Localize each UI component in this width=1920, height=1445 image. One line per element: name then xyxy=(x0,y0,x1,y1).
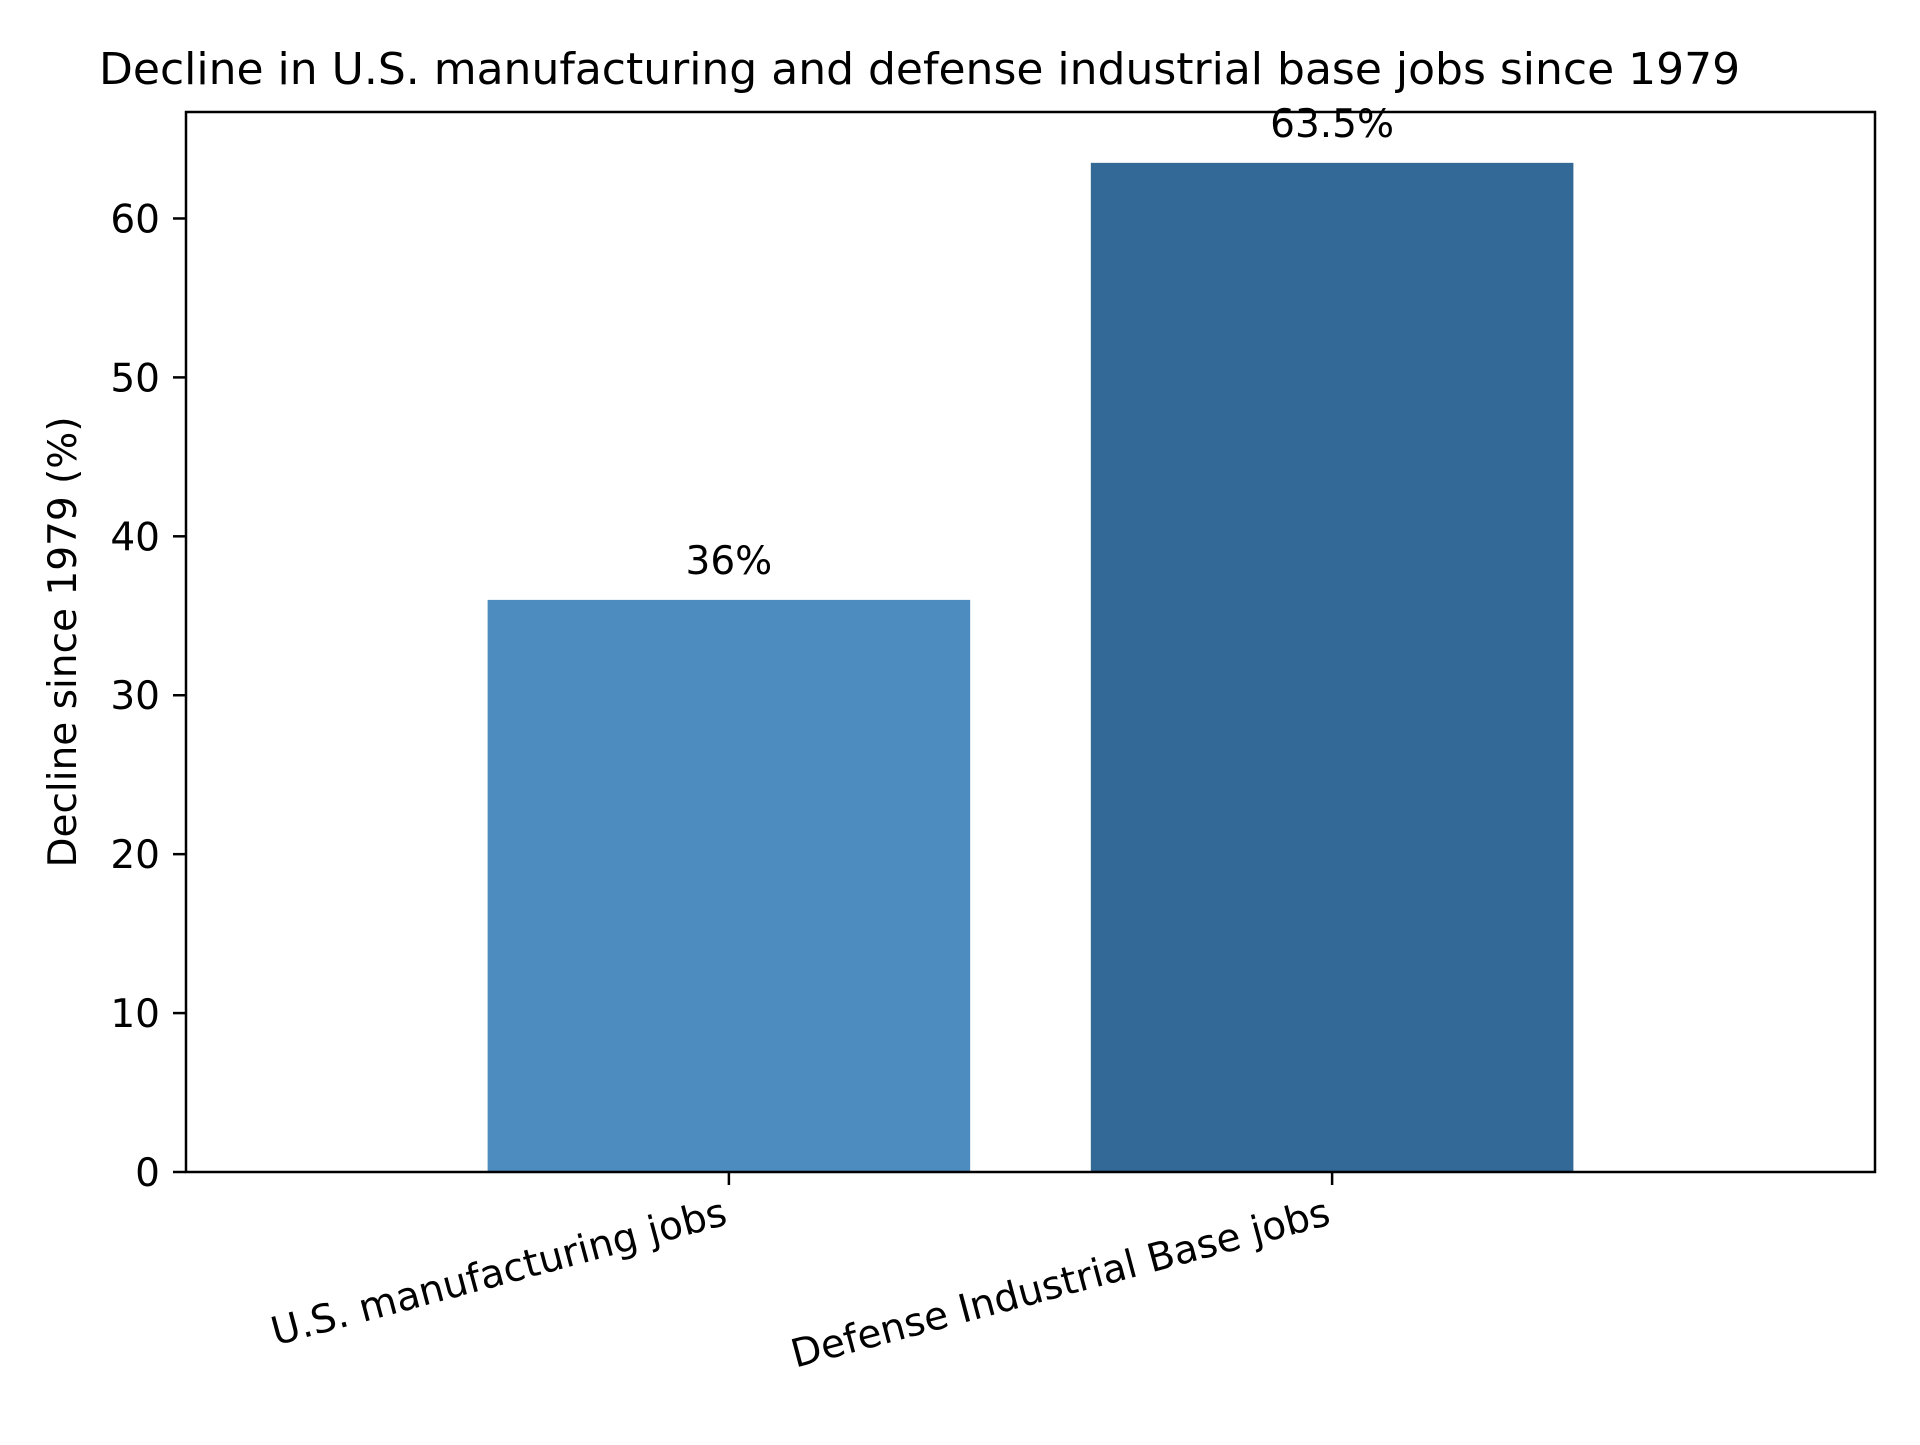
x-tick-label-0: U.S. manufacturing jobs xyxy=(266,1190,731,1355)
value-label-1: 63.5% xyxy=(1270,102,1394,147)
bar-1 xyxy=(1090,162,1574,1173)
plot-frame xyxy=(184,110,1877,1174)
bar-0 xyxy=(487,599,971,1172)
value-labels-group: 36% 63.5% xyxy=(686,102,1395,584)
y-tick-label-0: 0 xyxy=(135,1151,160,1196)
y-tick-label-2: 20 xyxy=(110,833,160,878)
y-tick-label-3: 30 xyxy=(110,674,160,719)
x-ticks-group: U.S. manufacturing jobs Defense Industria… xyxy=(266,1172,1335,1377)
y-tick-label-6: 60 xyxy=(110,197,160,242)
y-tick-label-4: 40 xyxy=(110,515,160,560)
y-axis-label: Decline since 1979 (%) xyxy=(41,416,86,867)
y-tick-label-5: 50 xyxy=(110,356,160,401)
x-tick-label-1: Defense Industrial Base jobs xyxy=(786,1190,1334,1377)
value-label-0: 36% xyxy=(686,539,773,584)
y-ticks-group: 0 10 20 30 40 50 60 xyxy=(110,197,186,1196)
bars-group xyxy=(487,162,1574,1173)
y-tick-label-1: 10 xyxy=(110,992,160,1037)
chart-title: Decline in U.S. manufacturing and defens… xyxy=(99,44,1740,95)
